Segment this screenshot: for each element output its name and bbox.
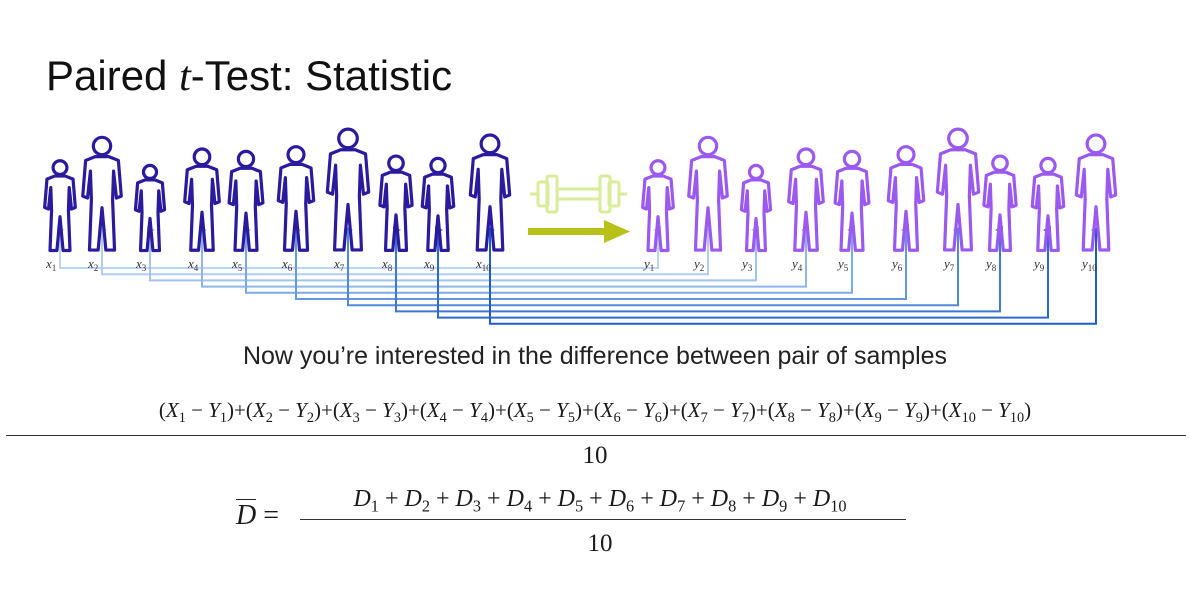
label-y6: y6	[890, 256, 903, 273]
mean-denominator: 10	[587, 530, 613, 557]
pair-connector-5	[243, 226, 855, 294]
label-y8: y8	[984, 256, 997, 273]
pair-connector-6	[293, 226, 909, 300]
label-x9: x9	[423, 256, 435, 273]
person-x-2-icon	[81, 135, 123, 252]
group-y-people	[641, 127, 1118, 253]
person-y-3-icon	[739, 163, 773, 253]
pair-connector-1	[57, 226, 661, 269]
mean-difference-symbol: D =	[236, 499, 280, 531]
pair-connector-3	[147, 226, 759, 282]
person-x-4-icon	[183, 147, 221, 252]
person-y-4-icon	[787, 147, 825, 252]
person-y-1-icon	[641, 159, 675, 253]
pair-connector-4	[199, 226, 809, 288]
pair-connector-10	[487, 226, 1099, 325]
label-y4: y4	[790, 256, 803, 273]
person-y-8-icon	[982, 154, 1018, 252]
label-y10: y10	[1080, 256, 1097, 273]
label-x2: x2	[87, 256, 98, 273]
right-arrow-icon	[528, 220, 630, 243]
pair-connectors	[57, 226, 1099, 325]
label-y2: y2	[692, 256, 704, 273]
person-x-6-icon	[276, 145, 316, 252]
person-x-7-icon	[325, 127, 371, 252]
label-y7: y7	[942, 256, 955, 273]
label-x4: x4	[187, 256, 199, 273]
sum-denominator: 10	[582, 442, 608, 469]
group-x-people	[43, 127, 512, 253]
person-y-7-icon	[935, 127, 981, 252]
person-y-5-icon	[833, 149, 871, 252]
person-x-10-icon	[468, 133, 512, 252]
sum-numerator: (X1 − Y1)+(X2 − Y2)+(X3 − Y3)+(X4 − Y4)+…	[158, 398, 1032, 426]
fraction-bar-2	[300, 519, 906, 521]
label-x10: x10	[475, 256, 491, 273]
fraction-bar-1	[6, 435, 1186, 437]
pair-connector-8	[393, 226, 1003, 313]
label-x1: x1	[45, 256, 56, 273]
person-y-10-icon	[1074, 133, 1118, 252]
person-y-6-icon	[886, 145, 926, 252]
group-x-labels: x1 x2 x3 x4 x5 x6 x7 x8 x9 x10	[45, 256, 491, 273]
label-x6: x6	[281, 256, 293, 273]
pair-connector-9	[435, 226, 1051, 319]
label-x8: x8	[381, 256, 393, 273]
label-y3: y3	[740, 256, 753, 273]
person-x-1-icon	[43, 159, 77, 253]
label-x7: x7	[333, 256, 345, 273]
label-y9: y9	[1032, 256, 1045, 273]
person-x-5-icon	[227, 149, 265, 252]
slide-title: Paired t-Test: Statistic	[46, 52, 453, 100]
pairing-diagram: x1 x2 x3 x4 x5 x6 x7 x8 x9 x10 y1 y2 y3 y4 y5 y6 y7 y8 y9…	[43, 127, 1118, 325]
caption: Now you’re interested in the difference …	[242, 342, 948, 370]
label-y1: y1	[642, 256, 654, 273]
pair-connector-2	[99, 226, 711, 276]
dumbbell-icon	[530, 174, 627, 214]
mean-numerator: D1 + D2 + D3 + D4 + D5 + D6 + D7 + D8 + …	[353, 486, 847, 516]
label-y5: y5	[836, 256, 849, 273]
person-x-8-icon	[378, 154, 414, 252]
person-y-9-icon	[1030, 156, 1066, 253]
group-y-labels: y1 y2 y3 y4 y5 y6 y7 y8 y9 y10	[642, 256, 1097, 273]
label-x5: x5	[231, 256, 243, 273]
pair-connector-7	[345, 226, 961, 307]
person-x-3-icon	[133, 163, 167, 253]
label-x3: x3	[135, 256, 147, 273]
person-x-9-icon	[420, 156, 456, 253]
person-y-2-icon	[687, 135, 729, 252]
